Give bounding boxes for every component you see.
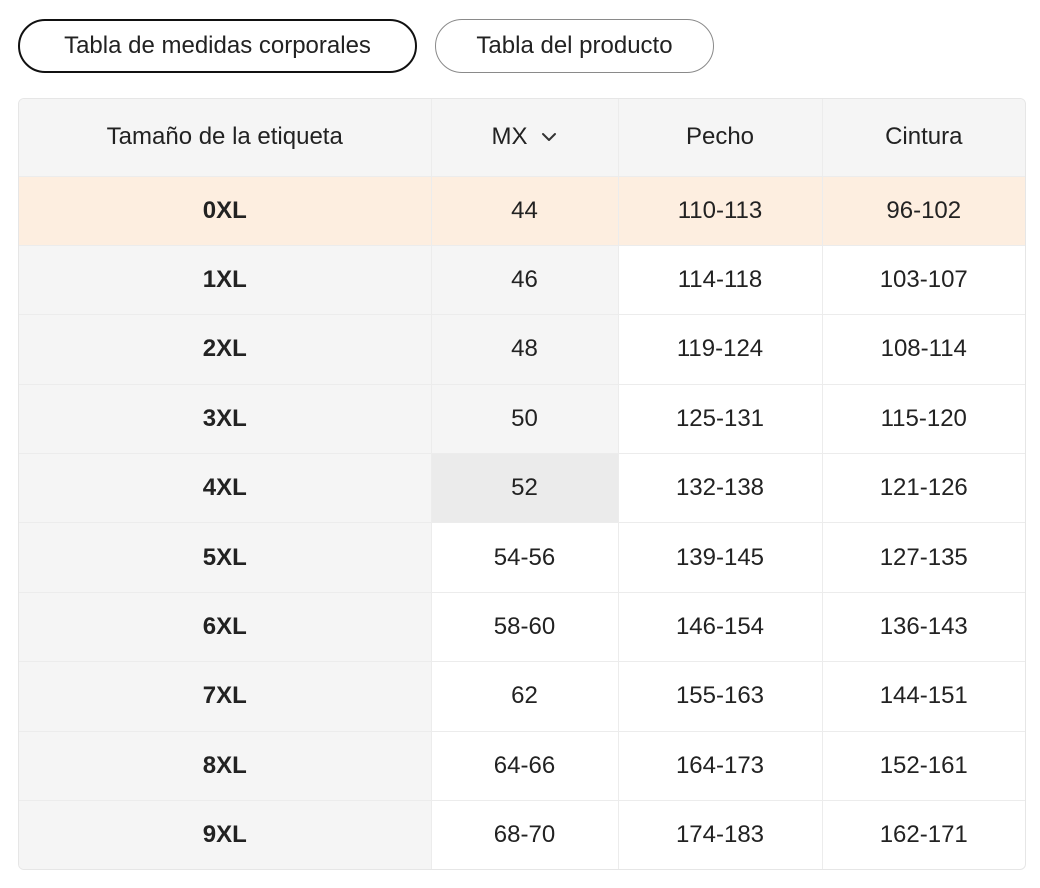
table-header-row: Tamaño de la etiqueta MX Pecho Cintura — [19, 99, 1025, 177]
chest-cell: 164-173 — [618, 731, 823, 802]
waist-cell: 136-143 — [822, 592, 1025, 663]
mx-cell: 44 — [431, 176, 619, 246]
mx-cell: 58-60 — [431, 592, 619, 663]
table-row[interactable]: 2XL 48 119-124 108-114 — [19, 314, 1025, 385]
tab-body-measurements[interactable]: Tabla de medidas corporales — [18, 19, 417, 73]
header-waist: Cintura — [822, 99, 1025, 177]
header-mx[interactable]: MX — [431, 99, 619, 177]
size-cell: 9XL — [19, 800, 432, 869]
chest-cell: 119-124 — [618, 314, 823, 385]
tab-product-chart[interactable]: Tabla del producto — [435, 19, 714, 73]
table-row[interactable]: 4XL 52 132-138 121-126 — [19, 453, 1025, 524]
chest-cell: 110-113 — [618, 176, 823, 246]
waist-cell: 108-114 — [822, 314, 1025, 385]
table-row[interactable]: 6XL 58-60 146-154 136-143 — [19, 592, 1025, 663]
waist-cell: 115-120 — [822, 384, 1025, 455]
size-cell: 4XL — [19, 453, 432, 524]
table-row[interactable]: 8XL 64-66 164-173 152-161 — [19, 731, 1025, 802]
table-row[interactable]: 7XL 62 155-163 144-151 — [19, 661, 1025, 732]
mx-cell: 64-66 — [431, 731, 619, 802]
size-cell: 5XL — [19, 522, 432, 593]
mx-cell: 48 — [431, 314, 619, 385]
mx-cell: 68-70 — [431, 800, 619, 869]
waist-cell: 127-135 — [822, 522, 1025, 593]
size-cell: 6XL — [19, 592, 432, 663]
size-table-container: Tamaño de la etiqueta MX Pecho Cintura 0… — [18, 98, 1026, 870]
chest-cell: 139-145 — [618, 522, 823, 593]
waist-cell: 144-151 — [822, 661, 1025, 732]
chest-cell: 174-183 — [618, 800, 823, 869]
table-row[interactable]: 1XL 46 114-118 103-107 — [19, 245, 1025, 316]
mx-cell: 62 — [431, 661, 619, 732]
waist-cell: 103-107 — [822, 245, 1025, 316]
table-row[interactable]: 0XL 44 110-113 96-102 — [19, 176, 1025, 246]
mx-cell: 50 — [431, 384, 619, 455]
waist-cell: 152-161 — [822, 731, 1025, 802]
waist-cell: 162-171 — [879, 821, 968, 849]
size-cell: 3XL — [19, 384, 432, 455]
size-cell: 0XL — [19, 176, 432, 246]
table-row[interactable]: 3XL 50 125-131 115-120 — [19, 384, 1025, 455]
size-cell: 7XL — [19, 661, 432, 732]
size-cell: 1XL — [19, 245, 432, 316]
chest-cell: 146-154 — [618, 592, 823, 663]
size-table: Tamaño de la etiqueta MX Pecho Cintura 0… — [19, 99, 1025, 869]
mx-cell: 46 — [431, 245, 619, 316]
mx-cell: 54-56 — [431, 522, 619, 593]
table-row[interactable]: 9XL 68-70 174-183 162-171 — [19, 800, 1025, 869]
header-size: Tamaño de la etiqueta — [19, 99, 432, 177]
mx-label: MX — [491, 123, 528, 151]
chest-cell: 132-138 — [618, 453, 823, 524]
table-row[interactable]: 5XL 54-56 139-145 127-135 — [19, 522, 1025, 593]
chart-tabs: Tabla de medidas corporales Tabla del pr… — [18, 19, 714, 73]
waist-cell: 121-126 — [822, 453, 1025, 524]
chest-cell: 155-163 — [618, 661, 823, 732]
size-cell: 2XL — [19, 314, 432, 385]
chest-cell: 125-131 — [618, 384, 823, 455]
header-chest: Pecho — [618, 99, 823, 177]
chevron-down-icon[interactable] — [540, 131, 558, 143]
mx-cell: 52 — [431, 453, 619, 524]
waist-cell: 96-102 — [822, 176, 1025, 246]
chest-cell: 114-118 — [618, 245, 823, 316]
size-cell: 8XL — [19, 731, 432, 802]
mx-unit-selector[interactable]: MX — [492, 123, 558, 151]
